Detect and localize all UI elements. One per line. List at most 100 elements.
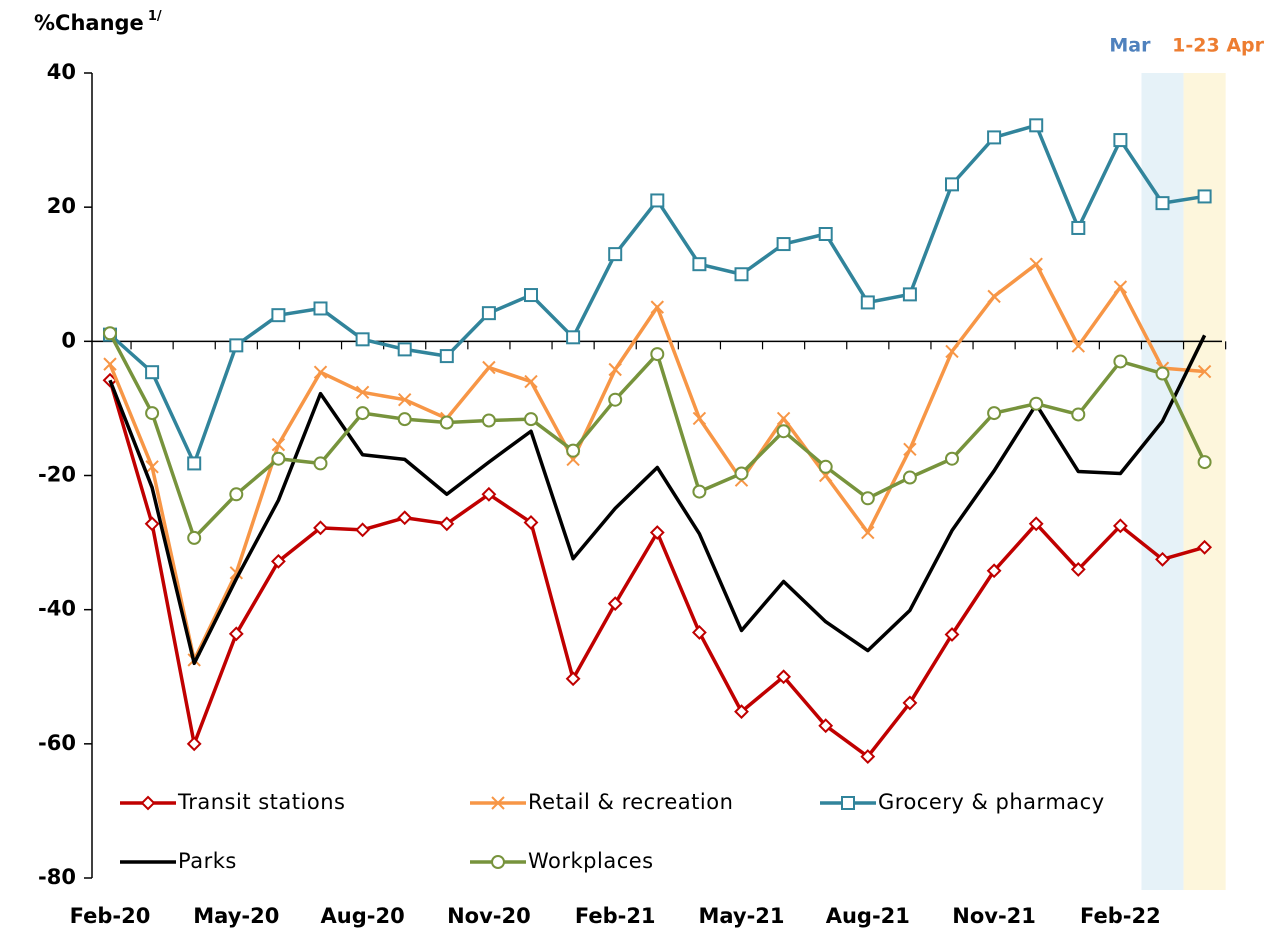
marker: [945, 177, 959, 192]
marker: [271, 308, 286, 323]
marker: [776, 424, 791, 439]
marker: [397, 412, 412, 427]
marker: [491, 855, 505, 869]
marker: [860, 295, 875, 310]
marker: [355, 522, 371, 538]
marker: [271, 437, 286, 452]
x-tick-label: Aug-21: [826, 904, 910, 928]
marker: [776, 411, 791, 426]
legend-label: Parks: [178, 849, 237, 873]
marker: [103, 326, 117, 341]
marker: [397, 342, 412, 357]
marker: [841, 796, 855, 810]
x-tick-label: Nov-20: [447, 904, 531, 928]
series-line: [108, 379, 1206, 759]
shaded-period: [1183, 73, 1226, 890]
marker: [776, 669, 792, 685]
series-line: [108, 334, 1207, 666]
shaded-label: 1-23 Apr: [1172, 35, 1264, 57]
marker: [1197, 189, 1212, 204]
marker: [944, 627, 960, 642]
marker: [650, 193, 665, 208]
marker: [481, 486, 497, 502]
marker: [145, 406, 160, 421]
marker: [439, 349, 454, 364]
legend-label: Workplaces: [528, 849, 654, 873]
marker: [1155, 366, 1170, 381]
marker: [1155, 196, 1170, 211]
y-tick-label: 0: [61, 328, 76, 352]
marker: [692, 484, 707, 499]
y-tick-label: -20: [38, 463, 76, 487]
marker: [607, 596, 623, 612]
marker: [187, 530, 202, 545]
marker: [1071, 339, 1086, 353]
marker: [187, 456, 202, 471]
y-tick-label: 20: [47, 194, 76, 218]
marker: [103, 357, 117, 371]
marker: [1113, 133, 1128, 148]
marker: [186, 736, 202, 752]
marker: [608, 247, 623, 262]
y-tick-label: -40: [38, 597, 76, 621]
marker: [945, 451, 959, 466]
marker: [1070, 562, 1086, 577]
marker: [397, 510, 413, 526]
marker: [902, 470, 917, 485]
y-axis-label: %Change 1/: [34, 9, 162, 36]
marker: [491, 796, 505, 810]
marker: [945, 344, 959, 359]
marker: [1113, 354, 1128, 369]
marker: [140, 795, 156, 811]
marker: [397, 392, 412, 407]
marker: [1113, 280, 1128, 294]
marker: [650, 347, 665, 362]
marker: [1197, 455, 1212, 470]
marker: [355, 332, 370, 347]
x-tick-label: Feb-21: [575, 904, 656, 928]
marker: [1197, 539, 1213, 555]
marker: [903, 442, 917, 457]
marker: [313, 365, 328, 379]
marker: [1071, 407, 1086, 422]
marker: [1029, 257, 1043, 271]
marker: [734, 704, 749, 720]
shaded-period: [1141, 73, 1184, 890]
marker: [818, 227, 833, 241]
y-tick-label: 40: [47, 60, 76, 84]
marker: [987, 406, 1002, 421]
marker: [650, 300, 665, 314]
marker: [270, 553, 286, 569]
marker: [986, 563, 1002, 579]
x-tick-label: Aug-20: [321, 904, 405, 928]
marker: [524, 288, 538, 303]
marker: [734, 267, 749, 282]
marker: [355, 406, 370, 421]
marker: [439, 516, 455, 532]
marker: [608, 362, 622, 377]
marker: [565, 671, 581, 687]
marker: [1028, 516, 1044, 532]
marker: [860, 749, 876, 764]
marker: [523, 515, 539, 530]
legend-label: Retail & recreation: [528, 790, 733, 814]
marker: [692, 411, 707, 426]
marker: [987, 289, 1001, 304]
marker: [1071, 220, 1086, 235]
marker: [566, 443, 581, 458]
legend-label: Grocery & pharmacy: [878, 790, 1105, 814]
marker: [861, 525, 875, 540]
marker: [1112, 518, 1128, 534]
marker: [691, 625, 707, 640]
x-tick-label: Feb-22: [1080, 904, 1161, 928]
marker: [818, 718, 834, 734]
marker: [145, 460, 159, 474]
marker: [902, 695, 918, 711]
y-tick-label: -60: [38, 731, 76, 755]
marker: [524, 412, 538, 427]
y-tick-label: -80: [38, 865, 76, 889]
x-tick-label: Nov-21: [952, 904, 1036, 928]
marker: [313, 456, 328, 471]
marker: [229, 338, 244, 353]
